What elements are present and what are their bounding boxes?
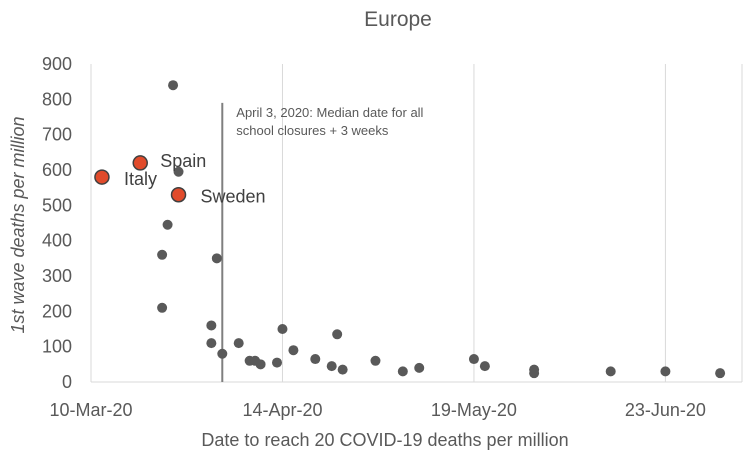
scatter-point (310, 354, 321, 365)
scatter-point (479, 361, 490, 372)
axes-layer: 0 100 200 300 400 500 600 700 800 900 10-Mar-20 14-… (42, 54, 742, 420)
scatter-point (326, 361, 337, 372)
x-tick-label: 23-Jun-20 (625, 400, 706, 420)
points-layer (157, 80, 726, 379)
scatter-point (529, 368, 540, 379)
highlighted-point (94, 169, 110, 185)
y-tick-label: 700 (42, 125, 72, 145)
y-tick-label: 400 (42, 231, 72, 251)
annotation-layer: April 3, 2020: Median date for all school… (221, 102, 424, 382)
scatter-point (157, 249, 168, 260)
x-axis-title: Date to reach 20 COVID-19 deaths per mil… (201, 430, 568, 450)
y-tick-label: 100 (42, 337, 72, 357)
scatter-point (233, 338, 244, 349)
scatter-point (605, 366, 616, 377)
scatter-point (414, 362, 425, 373)
scatter-point (660, 366, 671, 377)
scatter-point (337, 364, 348, 375)
scatter-point (255, 359, 266, 370)
scatter-point (217, 348, 228, 359)
y-tick-label: 500 (42, 195, 72, 215)
point-label: Sweden (201, 187, 266, 207)
y-axis-title: 1st wave deaths per million (8, 116, 28, 333)
scatter-point (468, 354, 479, 365)
scatter-point (173, 166, 184, 177)
x-tick-label: 14-Apr-20 (242, 400, 322, 420)
x-tick-label: 10-Mar-20 (49, 400, 132, 420)
y-tick-label: 0 (62, 372, 72, 392)
scatter-point (162, 219, 173, 230)
y-tick-label: 800 (42, 89, 72, 109)
highlighted-point (132, 155, 148, 171)
y-tick-label: 900 (42, 54, 72, 74)
scatter-point (370, 355, 381, 366)
scatter-point (397, 366, 408, 377)
scatter-point (157, 302, 168, 313)
scatter-point (211, 253, 222, 264)
scatter-point (168, 80, 179, 91)
scatter-point (272, 357, 282, 368)
annotation-line: April 3, 2020: Median date for all (236, 105, 423, 120)
chart-title: Europe (364, 8, 432, 31)
scatter-point (277, 324, 288, 334)
x-tick-label: 19-May-20 (431, 400, 517, 420)
y-tick-label: 300 (42, 266, 72, 286)
scatter-point (715, 368, 726, 379)
y-tick-label: 200 (42, 301, 72, 321)
annotation-line: school closures + 3 weeks (236, 123, 389, 138)
scatter-point (288, 345, 299, 356)
scatter-point (206, 320, 217, 331)
scatter-point (332, 329, 343, 340)
y-tick-label: 600 (42, 160, 72, 180)
point-label: Spain (160, 151, 206, 171)
point-label: Italy (124, 169, 157, 189)
scatter-point (206, 338, 217, 349)
highlighted-point (170, 186, 187, 203)
